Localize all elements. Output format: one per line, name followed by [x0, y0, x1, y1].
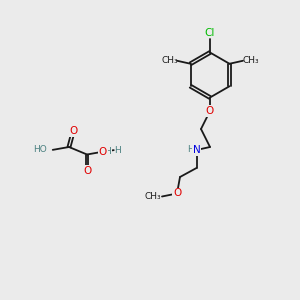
Text: CH₃: CH₃	[161, 56, 178, 65]
Text: Cl: Cl	[205, 28, 215, 38]
Text: CH₃: CH₃	[242, 56, 259, 65]
Text: N: N	[193, 145, 200, 155]
Text: O: O	[69, 126, 77, 136]
Text: O: O	[83, 166, 91, 176]
Text: O: O	[173, 188, 181, 199]
Text: CH₃: CH₃	[145, 192, 161, 201]
Text: H: H	[114, 146, 121, 154]
Text: HO: HO	[34, 146, 47, 154]
Text: O: O	[98, 147, 107, 157]
Text: H: H	[104, 147, 111, 156]
Text: O: O	[206, 106, 214, 116]
Text: H: H	[187, 146, 194, 154]
